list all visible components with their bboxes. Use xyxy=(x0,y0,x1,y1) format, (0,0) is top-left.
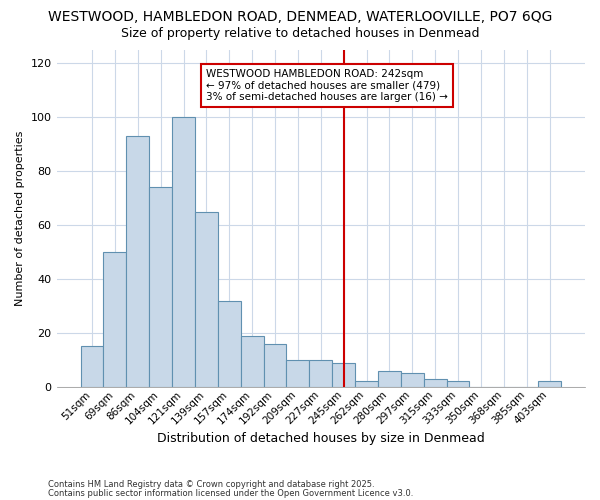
Bar xyxy=(446,382,469,387)
Bar xyxy=(263,344,286,387)
Text: WESTWOOD, HAMBLEDON ROAD, DENMEAD, WATERLOOVILLE, PO7 6QG: WESTWOOD, HAMBLEDON ROAD, DENMEAD, WATER… xyxy=(48,10,552,24)
Bar xyxy=(401,374,424,387)
Bar xyxy=(149,188,172,387)
Bar xyxy=(172,118,195,387)
Text: Contains public sector information licensed under the Open Government Licence v3: Contains public sector information licen… xyxy=(48,490,413,498)
Bar xyxy=(80,346,103,387)
Bar xyxy=(355,382,378,387)
Bar xyxy=(286,360,310,387)
Bar xyxy=(241,336,263,387)
Text: Size of property relative to detached houses in Denmead: Size of property relative to detached ho… xyxy=(121,28,479,40)
X-axis label: Distribution of detached houses by size in Denmead: Distribution of detached houses by size … xyxy=(157,432,485,445)
Bar xyxy=(378,370,401,387)
Bar xyxy=(127,136,149,387)
Text: WESTWOOD HAMBLEDON ROAD: 242sqm
← 97% of detached houses are smaller (479)
3% of: WESTWOOD HAMBLEDON ROAD: 242sqm ← 97% of… xyxy=(206,69,448,102)
Y-axis label: Number of detached properties: Number of detached properties xyxy=(15,130,25,306)
Bar xyxy=(424,378,446,387)
Bar xyxy=(103,252,127,387)
Bar xyxy=(218,300,241,387)
Bar xyxy=(195,212,218,387)
Text: Contains HM Land Registry data © Crown copyright and database right 2025.: Contains HM Land Registry data © Crown c… xyxy=(48,480,374,489)
Bar xyxy=(538,382,561,387)
Bar xyxy=(310,360,332,387)
Bar xyxy=(332,362,355,387)
